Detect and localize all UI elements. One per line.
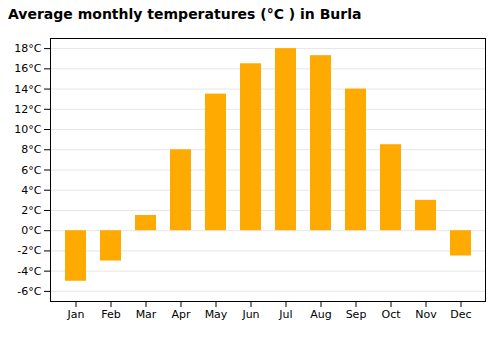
svg-text:Dec: Dec	[450, 308, 471, 321]
svg-text:Oct: Oct	[381, 308, 401, 321]
svg-text:12°C: 12°C	[14, 103, 41, 116]
svg-text:-2°C: -2°C	[17, 244, 41, 257]
svg-text:Jan: Jan	[67, 308, 85, 321]
svg-text:Aug: Aug	[310, 308, 331, 321]
svg-text:18°C: 18°C	[14, 42, 41, 55]
svg-text:14°C: 14°C	[14, 83, 41, 96]
svg-text:Sep: Sep	[346, 308, 367, 321]
svg-text:16°C: 16°C	[14, 62, 41, 75]
svg-text:Mar: Mar	[136, 308, 157, 321]
html-text:Average monthly temperatures (: Average monthly temperatures (°C ) in Bu…	[8, 6, 362, 22]
svg-text:Jul: Jul	[278, 308, 292, 321]
svg-text:8°C: 8°C	[21, 143, 41, 156]
svg-text:May: May	[205, 308, 228, 321]
svg-text:Apr: Apr	[171, 308, 191, 321]
svg-text:Feb: Feb	[101, 308, 120, 321]
svg-text:-4°C: -4°C	[17, 265, 41, 278]
svg-text:4°C: 4°C	[21, 184, 41, 197]
svg-text:0°C: 0°C	[21, 224, 41, 237]
svg-text:10°C: 10°C	[14, 123, 41, 136]
svg-text:2°C: 2°C	[21, 204, 41, 217]
svg-text:6°C: 6°C	[21, 164, 41, 177]
svg-text:Jun: Jun	[241, 308, 259, 321]
svg-text:Nov: Nov	[415, 308, 437, 321]
svg-text:-6°C: -6°C	[17, 285, 41, 298]
